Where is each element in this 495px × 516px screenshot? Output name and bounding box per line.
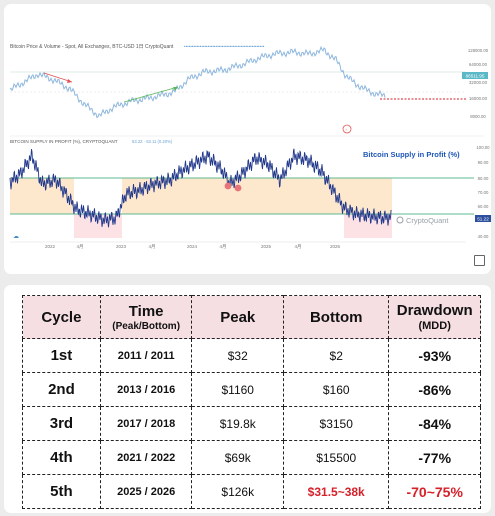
green-trend-arrow <box>123 86 179 103</box>
cell-mdd: -84% <box>388 406 481 441</box>
price-panel-header: Bitcoin Price & Volume - Spot, All Excha… <box>10 44 174 50</box>
cell-cycle: 4th <box>22 440 101 475</box>
cell-time: 2021 / 2022 <box>99 440 193 475</box>
fullscreen-icon[interactable] <box>474 255 485 266</box>
cell-peak: $19.8k <box>191 406 285 441</box>
header-cycle: Cycle <box>22 295 101 339</box>
header-bottom: Bottom <box>283 295 390 339</box>
supply-profit-line <box>9 148 392 228</box>
price-label-bg <box>462 72 488 79</box>
supply-tick-label: 60.00 <box>478 204 489 209</box>
cryptoquant-watermark: CryptoQuant <box>406 216 449 225</box>
price-tick-label: 8000.00 <box>470 114 486 119</box>
cell-time: 2025 / 2026 <box>99 474 193 509</box>
x-tick-label: 2026 <box>330 244 341 249</box>
cell-peak: $1160 <box>191 372 285 407</box>
header-time: Time (Peak/Bottom) <box>99 295 193 339</box>
price-current-label: 86511.95 <box>466 74 485 79</box>
table-row: 3rd 2017 / 2018 $19.8k $3150 -84% <box>22 406 481 441</box>
btc-price-line <box>9 45 386 119</box>
x-tick-label: 2022 <box>45 244 56 249</box>
cell-mdd: -70~75% <box>388 474 481 509</box>
cell-bottom: $15500 <box>283 440 390 475</box>
supply-panel-legend: 53.22 · 53.11 (0.20%) <box>132 139 173 144</box>
supply-current-label: 51.22 <box>477 217 489 222</box>
cell-mdd: -77% <box>388 440 481 475</box>
supply-tick-label: 40.00 <box>478 234 489 239</box>
cell-peak: $69k <box>191 440 285 475</box>
x-axis: 2022 4月 2023 4月 2024 4月 2025 4月 2026 <box>45 244 341 250</box>
price-axis: 128000.00 64000.00 32000.00 16000.00 8000.00 <box>468 48 489 119</box>
cell-cycle: 5th <box>22 474 101 509</box>
cell-time: 2013 / 2016 <box>99 372 193 407</box>
cell-peak: $32 <box>191 338 285 373</box>
event-marker <box>342 124 352 134</box>
supply-tick-label: 70.00 <box>478 190 489 195</box>
table-row: 4th 2021 / 2022 $69k $15500 -77% <box>22 440 481 475</box>
supply-axis: 100.00 90.00 80.00 70.00 60.00 40.00 <box>476 145 490 239</box>
supply-label-bg <box>475 215 491 222</box>
price-supply-chart: Bitcoin Price & Volume - Spot, All Excha… <box>9 44 491 250</box>
cell-time: 2011 / 2011 <box>99 338 193 373</box>
cell-cycle: 3rd <box>22 406 101 441</box>
cloud-icon: ☁ <box>13 234 19 240</box>
cycle-drawdown-table: Cycle Time (Peak/Bottom) Peak Bottom Dra… <box>22 295 481 509</box>
cell-cycle: 2nd <box>22 372 101 407</box>
price-tick-label: 128000.00 <box>468 48 489 53</box>
x-tick-label: 2024 <box>187 244 198 249</box>
header-drawdown: Drawdown (MDD) <box>388 295 481 339</box>
band-region <box>344 178 392 214</box>
header-time-label: Time <box>128 302 164 320</box>
red-arrow-head <box>67 79 72 83</box>
cell-mdd: -93% <box>388 338 481 373</box>
band-region <box>10 178 42 214</box>
header-drawdown-label: Drawdown <box>396 302 473 319</box>
cell-cycle: 1st <box>22 338 101 373</box>
supply-tick-label: 100.00 <box>476 145 490 150</box>
price-panel-legend: ••••••••••••••••••••••••••••••••••••••••… <box>184 44 265 49</box>
cell-bottom: $160 <box>283 372 390 407</box>
table-row-highlight: 5th 2025 / 2026 $126k $31.5~38k -70~75% <box>22 474 481 509</box>
chart-card: Bitcoin Price & Volume - Spot, All Excha… <box>4 4 491 274</box>
supply-red-dot <box>234 184 242 192</box>
cell-time: 2017 / 2018 <box>99 406 193 441</box>
x-tick-label: 2023 <box>116 244 127 249</box>
table-row: 2nd 2013 / 2016 $1160 $160 -86% <box>22 372 481 407</box>
table-header-row: Cycle Time (Peak/Bottom) Peak Bottom Dra… <box>22 295 481 339</box>
cell-mdd: -86% <box>388 372 481 407</box>
supply-red-dot <box>224 182 232 190</box>
table-card: Cycle Time (Peak/Bottom) Peak Bottom Dra… <box>4 285 491 513</box>
x-tick-label: 4月 <box>148 244 155 250</box>
green-arrow-head <box>173 87 178 91</box>
band-region <box>344 214 392 238</box>
header-peak: Peak <box>191 295 285 339</box>
supply-bands <box>10 177 474 238</box>
x-tick-label: 4月 <box>219 244 226 250</box>
cell-bottom: $2 <box>283 338 390 373</box>
x-tick-label: 4月 <box>294 244 301 250</box>
price-tick-label: 64000.00 <box>469 62 488 67</box>
supply-tick-label: 80.00 <box>478 176 489 181</box>
cell-bottom: $31.5~38k <box>283 474 390 509</box>
cell-bottom: $3150 <box>283 406 390 441</box>
x-tick-label: 2025 <box>261 244 272 249</box>
supply-panel-header: BITCOIN SUPPLY IN PROFIT (%), CRYPTOQUAN… <box>10 139 118 144</box>
supply-tick-label: 90.00 <box>478 160 489 165</box>
band-region <box>176 178 344 214</box>
header-time-sub: (Peak/Bottom) <box>112 320 181 332</box>
cryptoquant-logo-icon <box>396 216 404 224</box>
price-tick-label: 16000.00 <box>469 96 488 101</box>
price-tick-label: 32000.00 <box>469 80 488 85</box>
supply-chart-title: Bitcoin Supply in Profit (%) <box>363 150 460 159</box>
x-tick-label: 4月 <box>76 244 83 250</box>
header-drawdown-sub: (MDD) <box>418 320 451 332</box>
event-marker-glyph: ! <box>346 127 347 132</box>
cell-peak: $126k <box>191 474 285 509</box>
table-row: 1st 2011 / 2011 $32 $2 -93% <box>22 338 481 373</box>
red-trend-arrow <box>43 72 73 83</box>
